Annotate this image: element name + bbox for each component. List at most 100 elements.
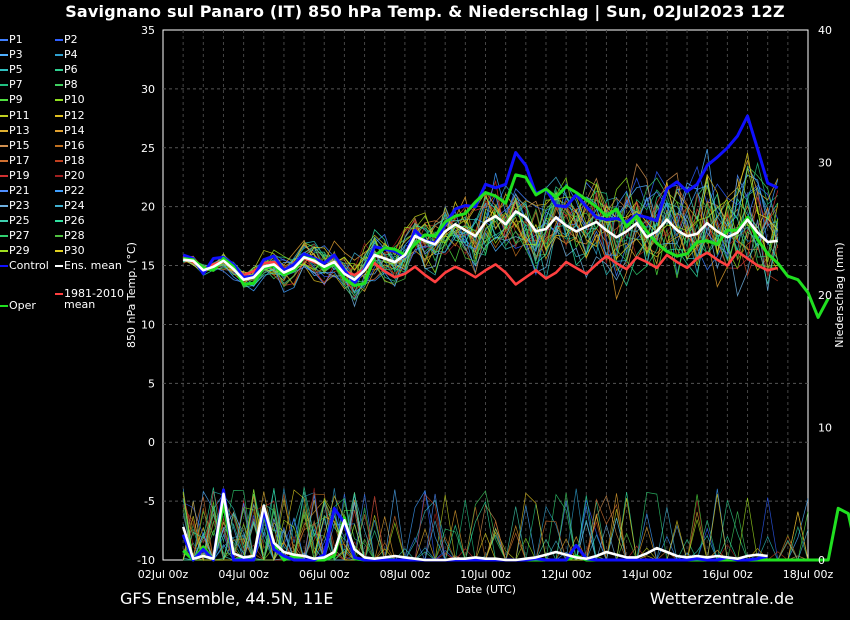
legend-p8-label: P8 bbox=[64, 78, 78, 92]
legend-p5-swatch bbox=[0, 69, 8, 72]
legend-p30-swatch bbox=[55, 250, 63, 253]
legend-p17-label: P17 bbox=[9, 153, 30, 167]
legend-p7-swatch bbox=[0, 84, 8, 87]
legend-p19-swatch bbox=[0, 174, 8, 177]
x-tick-label: 14Jul 00z bbox=[621, 568, 672, 581]
legend-p24-label: P24 bbox=[64, 199, 85, 213]
legend-p13-swatch bbox=[0, 129, 8, 132]
y-tick-label: 5 bbox=[148, 377, 155, 390]
member-line-p23 bbox=[183, 214, 779, 308]
legend-p15-swatch bbox=[0, 144, 8, 147]
legend-p5-label: P5 bbox=[9, 63, 23, 77]
legend-p27-swatch bbox=[0, 235, 8, 238]
legend-oper-label: Oper bbox=[9, 299, 36, 312]
series-lines bbox=[181, 114, 850, 562]
legend-p10-swatch bbox=[55, 99, 63, 102]
legend-p8-swatch bbox=[55, 84, 63, 87]
legend-p26-swatch bbox=[55, 220, 63, 223]
legend-p20-swatch bbox=[55, 174, 63, 177]
legend-p4-swatch bbox=[55, 54, 63, 57]
member-line-p14 bbox=[183, 195, 779, 301]
legend-p16-swatch bbox=[55, 144, 63, 147]
legend-p12-swatch bbox=[55, 114, 63, 117]
y-tick-label: -10 bbox=[137, 554, 155, 567]
legend-p18-swatch bbox=[55, 159, 63, 162]
oper-temp-line bbox=[183, 173, 830, 319]
x-tick-label: 12Jul 00z bbox=[541, 568, 592, 581]
axes: 35 30 25 20 15 10 5 0 -5 -10 40 30 20 10 0 02Jul 00z 04J… bbox=[137, 24, 833, 581]
legend-p11-swatch bbox=[0, 114, 8, 117]
legend-climate-mean-label-2: mean bbox=[64, 298, 96, 311]
legend-p16-label: P16 bbox=[64, 138, 85, 152]
legend-p6-label: P6 bbox=[64, 63, 78, 77]
legend-p18-label: P18 bbox=[64, 153, 85, 167]
legend-control-swatch bbox=[0, 265, 8, 267]
legend-p3-swatch bbox=[0, 54, 8, 57]
legend-p1-swatch bbox=[0, 39, 8, 41]
y-tick-label: 35 bbox=[141, 24, 155, 37]
legend-oper-swatch bbox=[0, 305, 8, 307]
legend-ens-mean-swatch bbox=[55, 265, 63, 267]
x-tick-label: 02Jul 00z bbox=[138, 568, 189, 581]
legend-p14-swatch bbox=[55, 129, 63, 132]
legend-p23-label: P23 bbox=[9, 199, 30, 213]
legend-p12-label: P12 bbox=[64, 108, 85, 122]
y-right-tick-label: 30 bbox=[818, 157, 832, 170]
legend-p10-label: P10 bbox=[64, 93, 85, 107]
legend-p21-label: P21 bbox=[9, 184, 30, 197]
legend-p19-label: P19 bbox=[9, 168, 30, 182]
source-credit: Wetterzentrale.de bbox=[649, 589, 794, 608]
legend-p9-label: P9 bbox=[9, 93, 23, 107]
y-tick-label: -5 bbox=[144, 495, 155, 508]
y-right-tick-label: 0 bbox=[818, 554, 825, 567]
y-tick-label: 25 bbox=[141, 142, 155, 155]
legend-p28-label: P28 bbox=[64, 229, 85, 243]
y-tick-label: 15 bbox=[141, 260, 155, 273]
legend-p7-label: P7 bbox=[9, 78, 23, 92]
legend-p14-label: P14 bbox=[64, 123, 85, 137]
x-tick-label: 08Jul 00z bbox=[380, 568, 431, 581]
legend-p20-label: P20 bbox=[64, 168, 85, 182]
legend-p3-label: P3 bbox=[9, 48, 23, 62]
legend-p28-swatch bbox=[55, 235, 63, 238]
legend-p29-swatch bbox=[0, 250, 8, 253]
y-right-tick-label: 10 bbox=[818, 422, 832, 435]
model-info: GFS Ensemble, 44.5N, 11E bbox=[120, 589, 334, 608]
x-tick-label: 04Jul 00z bbox=[218, 568, 269, 581]
member-line-p28 bbox=[183, 201, 778, 301]
legend-p22-swatch bbox=[55, 190, 63, 192]
legend-p15-label: P15 bbox=[9, 138, 30, 152]
chart-title: Savignano sul Panaro (IT) 850 hPa Temp. … bbox=[65, 2, 785, 21]
y-tick-label: 0 bbox=[148, 436, 155, 449]
legend-p13-label: P13 bbox=[9, 123, 30, 137]
legend-p4-label: P4 bbox=[64, 48, 78, 62]
legend-p25-label: P25 bbox=[9, 214, 30, 228]
legend-p25-swatch bbox=[0, 220, 8, 223]
legend-p22-label: P22 bbox=[64, 184, 85, 197]
y-tick-label: 20 bbox=[141, 201, 155, 214]
ens-mean-precip-line bbox=[181, 492, 768, 562]
x-tick-label: 10Jul 00z bbox=[460, 568, 511, 581]
legend-p26-label: P26 bbox=[64, 214, 85, 228]
legend-p11-label: P11 bbox=[9, 108, 30, 122]
legend-p6-swatch bbox=[55, 69, 63, 72]
legend-control-label: Control bbox=[9, 259, 49, 272]
legend-p2-swatch bbox=[55, 39, 63, 41]
x-tick-label: 16Jul 00z bbox=[702, 568, 753, 581]
y-right-tick-label: 20 bbox=[818, 289, 832, 302]
ens-mean-temp-line bbox=[183, 210, 778, 282]
legend-p23-swatch bbox=[0, 205, 8, 208]
legend-p1-label: P1 bbox=[9, 33, 23, 46]
x-tick-label: 18Jul 00z bbox=[783, 568, 834, 581]
grid bbox=[163, 30, 808, 560]
legend-climate-mean-label: 1981-2010 bbox=[64, 287, 124, 300]
legend-p21-swatch bbox=[0, 190, 8, 192]
y-axis-right-label: Niederschlag (mm) bbox=[833, 242, 846, 347]
legend-p27-label: P27 bbox=[9, 229, 30, 243]
control-precip-line bbox=[181, 488, 769, 562]
member-line-p7 bbox=[183, 161, 779, 284]
member-line-p5 bbox=[183, 187, 779, 294]
y-tick-label: 10 bbox=[141, 318, 155, 331]
legend-p30-label: P30 bbox=[64, 244, 85, 258]
